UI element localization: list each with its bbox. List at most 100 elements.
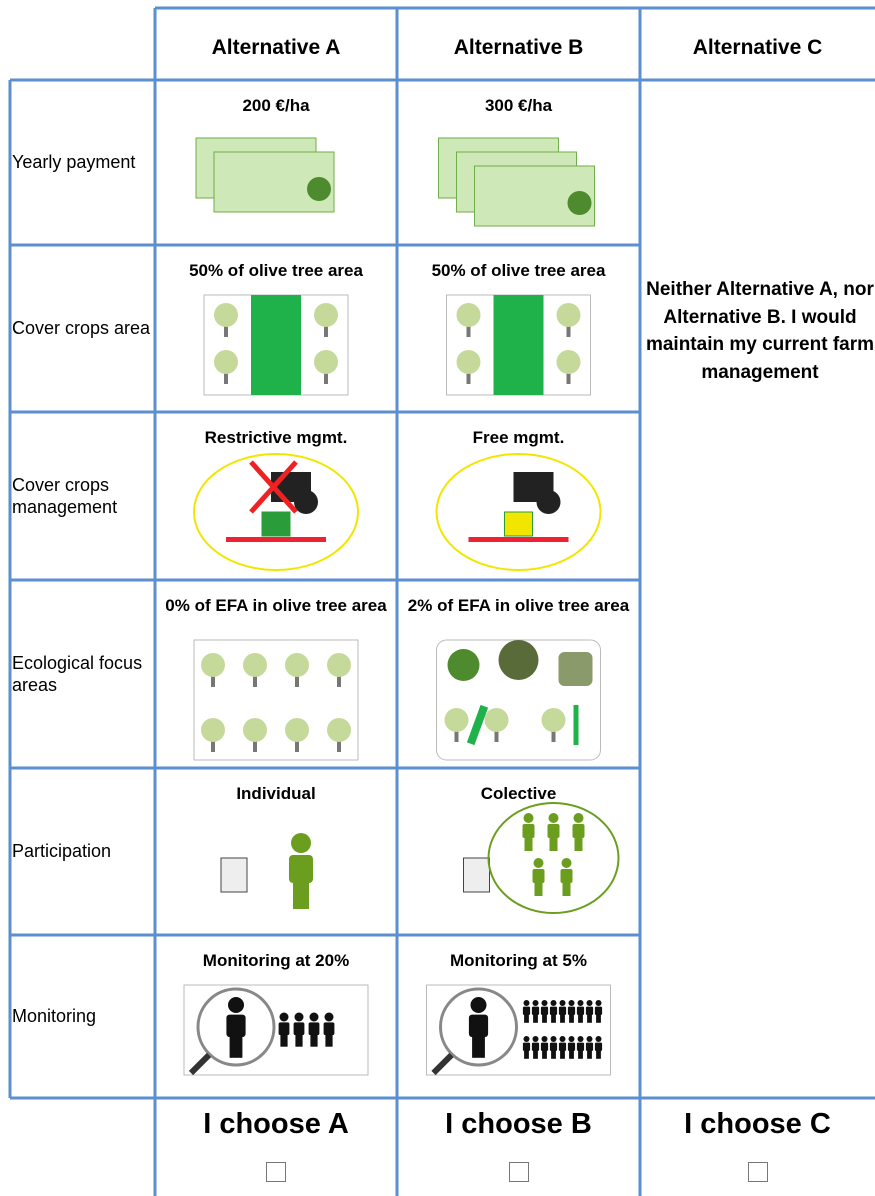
magnifier-handle [431, 1052, 454, 1076]
person-head [586, 1036, 593, 1042]
person-body [558, 1006, 567, 1015]
level-text: Restrictive mgmt. [204, 428, 348, 447]
choice-label: I choose A [203, 1108, 349, 1140]
level-text: 50% of olive tree area [189, 261, 363, 280]
person-legs [295, 1034, 303, 1047]
row-label: Cover crops management [12, 474, 118, 518]
person-head [523, 813, 534, 823]
sprayer [226, 537, 326, 542]
person-body [468, 1014, 489, 1037]
sprayer [468, 537, 569, 542]
person-legs [533, 1050, 538, 1059]
tree-crown [285, 718, 309, 742]
person-legs [578, 1014, 583, 1023]
tree-trunk [324, 370, 328, 384]
person-body [547, 824, 560, 838]
tree-crown [556, 303, 581, 327]
person-head [309, 1012, 319, 1022]
banknote-tree [307, 177, 331, 201]
person-head [595, 1000, 602, 1006]
tree-trunk [551, 728, 556, 742]
person-head [577, 1036, 584, 1042]
person-body [585, 1006, 594, 1015]
person-legs [549, 837, 558, 851]
person-legs [562, 882, 571, 896]
level-text: 300 €/ha [484, 96, 553, 115]
person-legs [472, 1035, 485, 1058]
column-header: Alternative B [453, 36, 584, 59]
row-label: Cover crops area [12, 318, 151, 339]
person-head [550, 1000, 557, 1006]
choice-label: I choose B [445, 1108, 592, 1140]
person-legs [560, 1014, 565, 1023]
person-body [532, 869, 545, 883]
choice-checkbox[interactable] [747, 1162, 768, 1182]
person-head [541, 1036, 548, 1042]
person-head [548, 813, 559, 823]
tree-trunk [211, 673, 215, 687]
person-body [576, 1006, 585, 1015]
person-head [228, 997, 244, 1013]
person-head [533, 858, 544, 868]
person-head [523, 1036, 530, 1042]
efa-tree [498, 640, 539, 680]
person-head [559, 1000, 566, 1006]
tree-trunk [337, 738, 341, 752]
tree-crown [327, 718, 351, 742]
person-body [531, 1006, 540, 1015]
person-legs [524, 837, 533, 851]
form [220, 857, 248, 893]
tree-crown [484, 708, 509, 732]
tree-crown [285, 653, 309, 677]
person-body [594, 1042, 603, 1051]
person-head [586, 1000, 593, 1006]
tree-trunk [337, 673, 341, 687]
cross [249, 460, 298, 514]
level-text: Colective [480, 784, 557, 803]
group-oval [487, 802, 620, 914]
choice-checkbox[interactable] [508, 1162, 529, 1182]
tractor-wheel [536, 490, 561, 514]
person-head [294, 1012, 304, 1022]
efa-strip [573, 705, 579, 745]
person-body [576, 1042, 585, 1051]
tree-trunk [253, 738, 257, 752]
level-text: Free mgmt. [472, 428, 565, 447]
person-body [278, 1022, 290, 1035]
cover-strip [251, 295, 301, 395]
person-body [585, 1042, 594, 1051]
tree-trunk [324, 323, 328, 337]
tree-crown [243, 718, 267, 742]
person-legs [310, 1034, 318, 1047]
tree-crown [314, 303, 338, 327]
person-head [291, 833, 311, 853]
person-body [323, 1022, 335, 1035]
tree-trunk [466, 370, 471, 384]
tree-trunk [224, 323, 228, 337]
person-body [522, 1042, 531, 1051]
tree-trunk [494, 728, 499, 742]
person-body [560, 869, 573, 883]
person-head [573, 813, 584, 823]
tree-crown [541, 708, 566, 732]
choice-checkbox[interactable] [266, 1162, 286, 1182]
person-legs [524, 1050, 529, 1059]
magnifier-handle [188, 1052, 212, 1076]
person-legs [587, 1014, 592, 1023]
person-body [540, 1006, 549, 1015]
level-text: Individual [236, 784, 316, 803]
person-head [532, 1000, 539, 1006]
person-body [567, 1042, 576, 1051]
tree-crown [556, 350, 581, 374]
person-legs [325, 1034, 333, 1047]
person-legs [524, 1014, 529, 1023]
tree-crown [456, 350, 481, 374]
person-head [559, 1036, 566, 1042]
row-label: Participation [12, 841, 112, 862]
person-head [523, 1000, 530, 1006]
tree-trunk [466, 323, 471, 337]
person-body [594, 1006, 603, 1015]
tree-trunk [295, 673, 299, 687]
person-legs [569, 1014, 574, 1023]
